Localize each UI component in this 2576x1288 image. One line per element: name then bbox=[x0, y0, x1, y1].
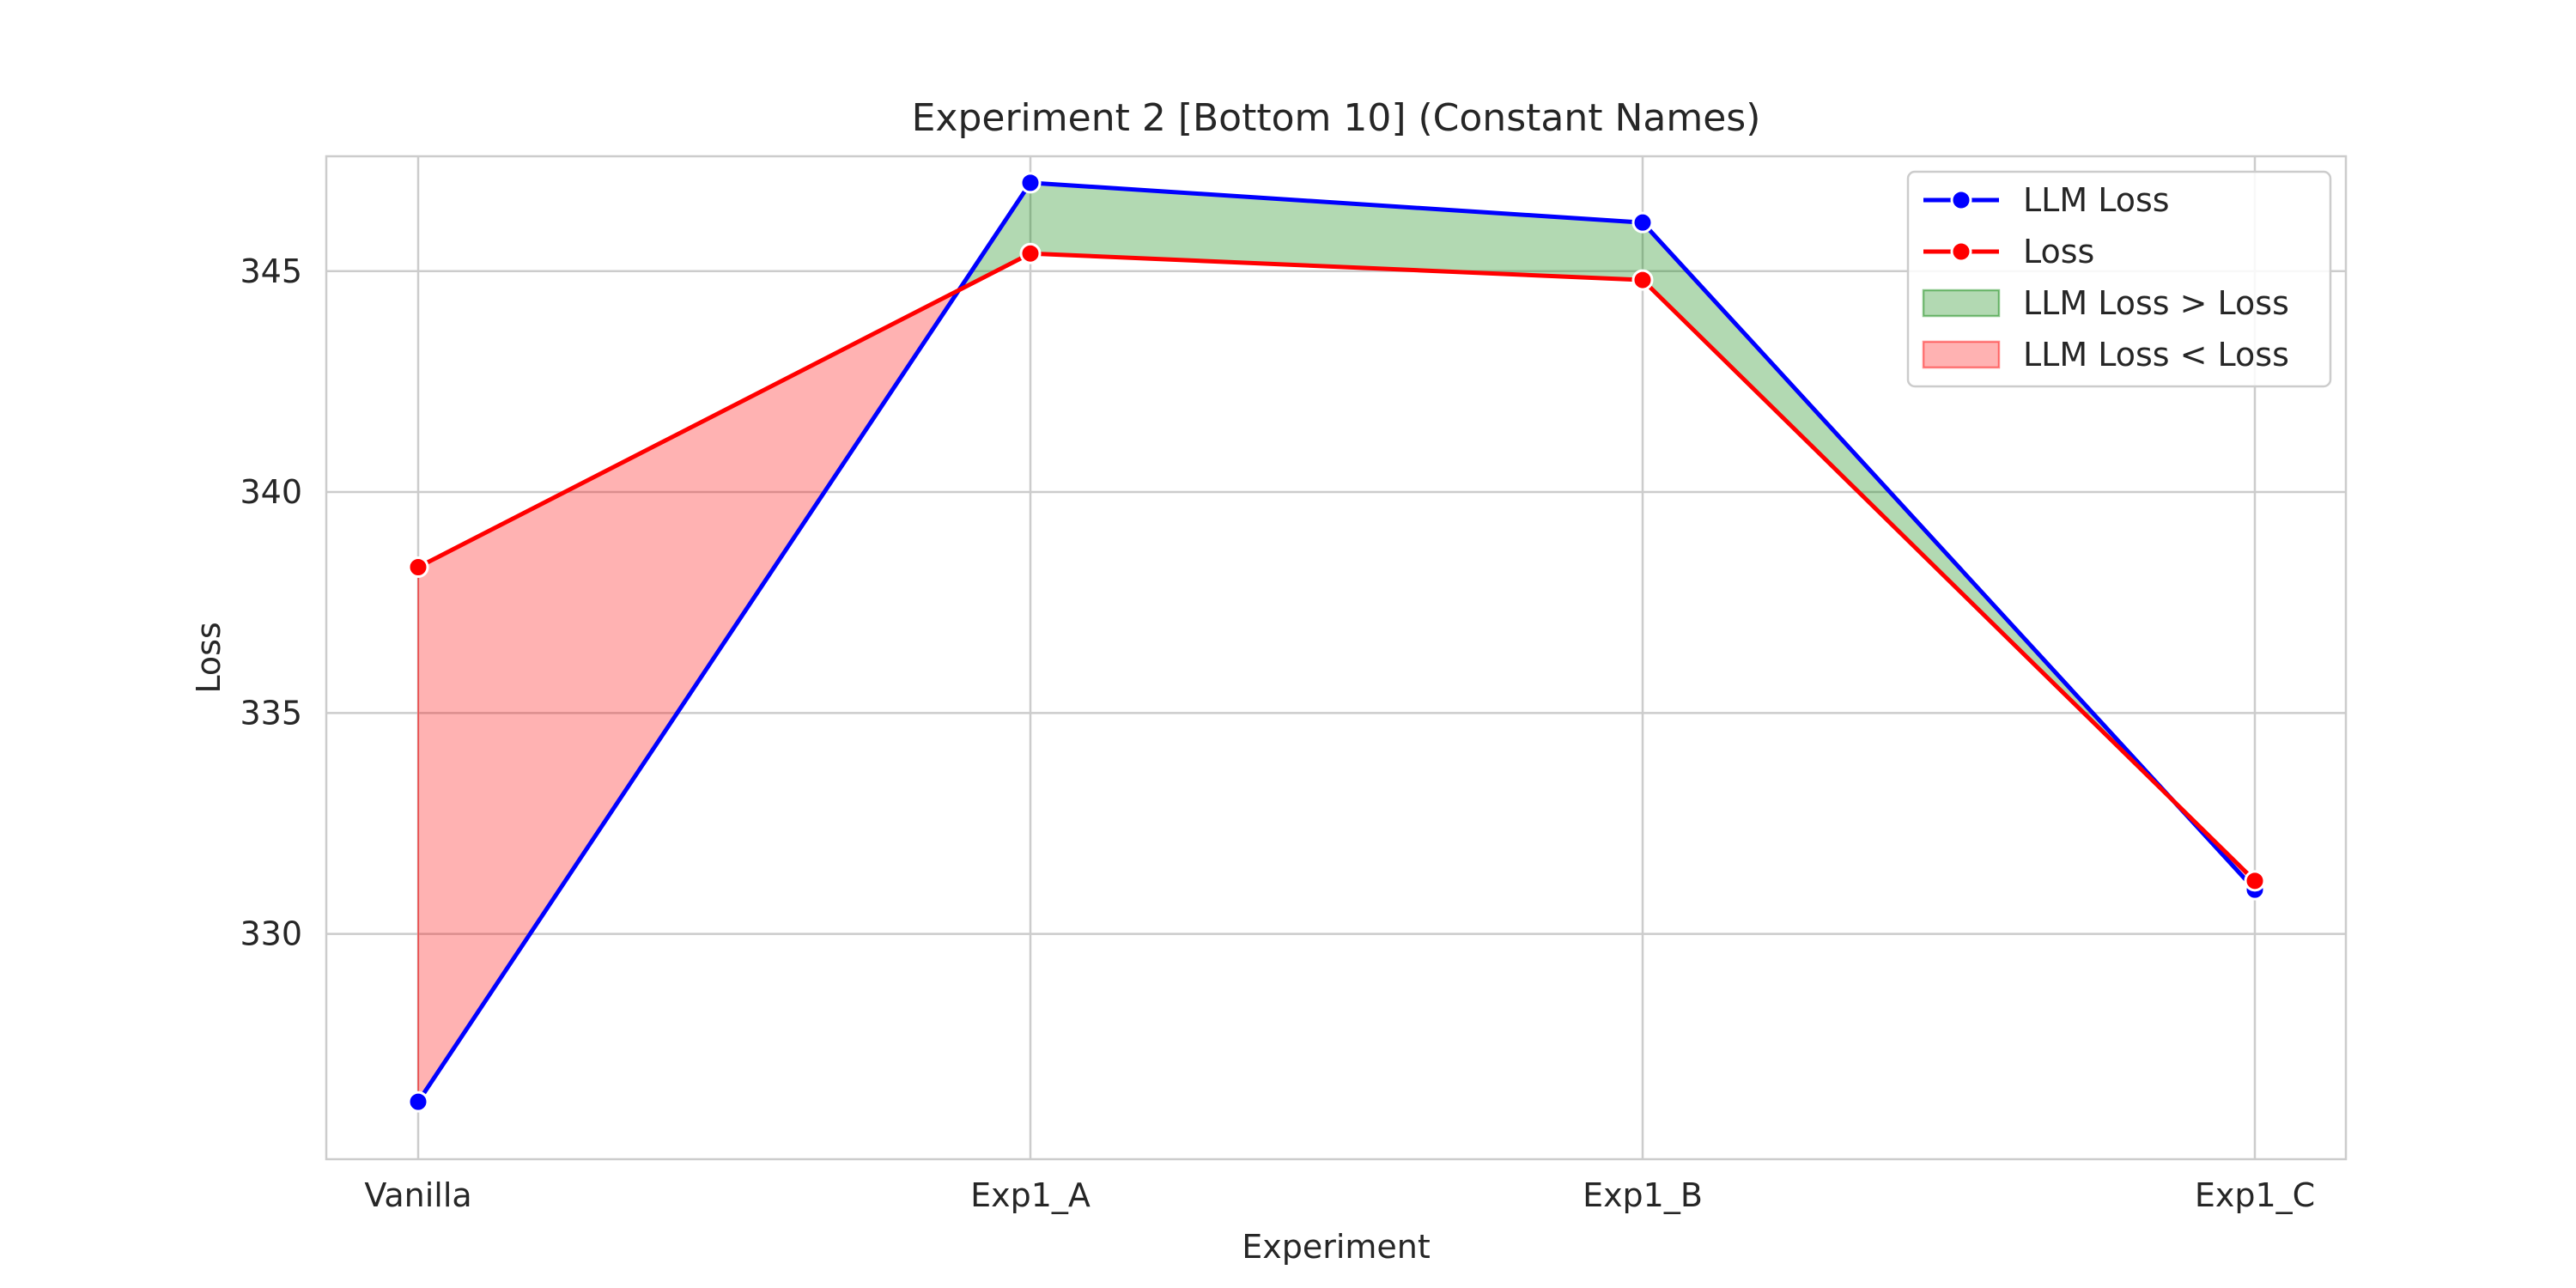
series-0-point bbox=[407, 1091, 429, 1113]
y-tick-label: 340 bbox=[240, 473, 302, 511]
chart-title: Experiment 2 [Bottom 10] (Constant Names… bbox=[912, 96, 1761, 140]
series-0-point bbox=[1019, 172, 1042, 194]
x-tick-label: Exp1_A bbox=[970, 1176, 1091, 1214]
series-1-point bbox=[2244, 870, 2266, 892]
series-line-1 bbox=[416, 251, 2257, 883]
y-tick-label: 345 bbox=[240, 252, 302, 290]
legend-label: LLM Loss bbox=[2023, 181, 2170, 219]
x-axis-label: Experiment bbox=[1242, 1228, 1431, 1266]
legend-swatch-1 bbox=[1922, 340, 2001, 369]
series-0-point bbox=[1631, 211, 1654, 234]
legend-label: LLM Loss < Loss bbox=[2023, 336, 2289, 374]
series-line-0 bbox=[416, 180, 2257, 1103]
legend-label: Loss bbox=[2023, 233, 2094, 270]
legend-marker-0 bbox=[1950, 189, 1972, 211]
y-tick-label: 335 bbox=[240, 694, 302, 732]
legend-marker-1 bbox=[1950, 240, 1972, 263]
x-tick-label: Vanilla bbox=[364, 1176, 471, 1214]
x-tick-label: Exp1_B bbox=[1583, 1176, 1703, 1214]
y-axis-label: Loss bbox=[190, 622, 228, 693]
legend-swatch-0 bbox=[1922, 289, 2001, 318]
y-tick-label: 330 bbox=[240, 915, 302, 953]
series-lines bbox=[416, 180, 2257, 1103]
legend-box bbox=[1906, 170, 2332, 388]
series-1-point bbox=[1019, 242, 1042, 264]
legend: LLM Loss Loss LLM Loss > Loss LLM Loss < Lo… bbox=[1906, 170, 2332, 388]
series-1-point bbox=[407, 556, 429, 579]
x-tick-label: Exp1_C bbox=[2195, 1176, 2315, 1214]
series-points bbox=[407, 172, 2266, 1113]
legend-label: LLM Loss > Loss bbox=[2023, 284, 2289, 322]
x-tick-labels: Vanilla Exp1_A Exp1_B Exp1_C bbox=[364, 1176, 2315, 1214]
y-tick-labels: 330 335 340 345 bbox=[240, 252, 302, 953]
plot-frame bbox=[325, 155, 2348, 1161]
series-1-point bbox=[1631, 269, 1654, 291]
